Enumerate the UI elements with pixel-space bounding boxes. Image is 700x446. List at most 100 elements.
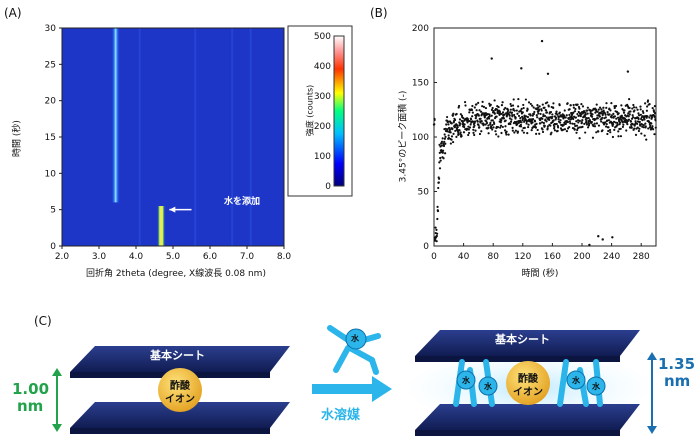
- scatter-point: [522, 103, 525, 107]
- scatter-point: [650, 122, 653, 125]
- scatter-point: [551, 113, 554, 116]
- left-gap-unit: nm: [17, 397, 44, 415]
- scatter-point: [507, 133, 510, 136]
- scatter-point: [493, 112, 496, 115]
- scatter-point: [630, 117, 634, 120]
- scatter-point: [649, 124, 652, 127]
- scatter-point: [634, 120, 637, 123]
- scatter-point: [626, 123, 629, 126]
- scatter-point: [638, 127, 641, 130]
- scatter-point: [535, 108, 539, 111]
- scatter-point: [450, 138, 453, 141]
- scatter-point: [479, 110, 483, 113]
- scatter-point: [463, 125, 466, 129]
- scatter-point: [598, 115, 601, 118]
- scatter-point: [654, 126, 657, 129]
- scatter-point: [467, 133, 470, 137]
- heatmap-xtick-label: 4.0: [129, 252, 144, 262]
- colorbar-tick-label: 500: [314, 32, 331, 42]
- heatmap-xlabel: 回折角 2theta (degree, X線波長 0.08 nm): [86, 269, 266, 279]
- scatter-point: [468, 119, 471, 123]
- scatter-point: [585, 123, 589, 126]
- scatter-point: [549, 110, 553, 114]
- scatter-point: [451, 127, 454, 130]
- scatter-point: [435, 234, 438, 238]
- heatmap-ytick-label: 30: [45, 24, 57, 34]
- scatter-point: [647, 127, 650, 130]
- scatter-outlier: [540, 39, 544, 43]
- scatter-point: [510, 104, 513, 108]
- scatter-point: [598, 106, 602, 109]
- scatter-point: [504, 125, 507, 128]
- scatter-point: [468, 126, 472, 129]
- scatter-point: [606, 111, 609, 114]
- scatter-point: [481, 105, 484, 108]
- scatter-point: [547, 105, 550, 108]
- scatter-point: [519, 117, 522, 120]
- scatter-point: [566, 120, 569, 124]
- scatter-point: [569, 104, 572, 107]
- scatter-point: [531, 121, 534, 124]
- scatter-point: [543, 106, 546, 109]
- heatmap-band: [111, 28, 120, 203]
- scatter-point: [588, 122, 591, 126]
- heatmap-band: [157, 206, 166, 246]
- scatter-point: [639, 113, 643, 116]
- scatter-point: [568, 113, 571, 116]
- scatter-point: [459, 113, 462, 116]
- scatter-point: [541, 130, 545, 134]
- scatter-point: [531, 118, 535, 121]
- scatter-point: [471, 104, 474, 108]
- scatter-point: [481, 100, 484, 103]
- scatter-point: [581, 125, 584, 128]
- scatter-point: [581, 118, 584, 122]
- scatter-point: [539, 112, 542, 116]
- scatter-point: [642, 126, 645, 129]
- scatter-point: [620, 116, 624, 119]
- water-label-3: 水: [572, 376, 580, 385]
- scatter-point: [619, 127, 622, 130]
- scatter-point: [611, 124, 614, 127]
- scatter-point: [627, 115, 630, 118]
- scatter-point: [439, 159, 442, 162]
- scatter-point: [449, 142, 452, 145]
- scatter-point: [477, 101, 480, 104]
- scatter-point: [654, 119, 657, 122]
- scatter-point: [600, 110, 604, 113]
- scatter-point: [438, 167, 442, 170]
- scatter-point: [541, 121, 544, 124]
- scatter-point: [629, 110, 632, 113]
- scatter-point: [564, 122, 567, 126]
- scatter-point: [628, 113, 631, 116]
- panel-label-c: (C): [34, 314, 52, 328]
- scatter-point: [638, 120, 641, 124]
- scatter-point: [469, 123, 472, 126]
- scatter-point: [514, 116, 517, 119]
- scatter-point: [467, 131, 471, 135]
- scatter-point: [644, 125, 647, 128]
- left-ion-label-2: イオン: [165, 394, 195, 405]
- scatter-point: [538, 105, 541, 108]
- scatter-point: [643, 134, 646, 137]
- scatter-point: [435, 228, 438, 231]
- heatmap-ytick-label: 5: [50, 206, 56, 216]
- scatter-ytick-label: 200: [412, 24, 429, 34]
- scatter-point: [498, 110, 502, 113]
- scatter-point: [572, 111, 575, 114]
- scatter-point: [574, 107, 577, 111]
- scatter-point: [488, 102, 491, 105]
- scatter-point: [526, 108, 529, 111]
- scatter-xtick-label: 200: [573, 252, 590, 262]
- scatter-point: [610, 101, 613, 105]
- scatter-point: [475, 103, 478, 106]
- scatter-point: [466, 118, 470, 121]
- scatter-point: [508, 117, 512, 120]
- scatter-point: [550, 131, 553, 134]
- scatter-point: [604, 113, 607, 116]
- scatter-point: [455, 112, 458, 116]
- scatter-point: [573, 110, 577, 113]
- scatter-point: [478, 109, 481, 112]
- scatter-point: [451, 114, 454, 117]
- scatter-point: [511, 126, 514, 129]
- scatter-point: [619, 135, 623, 138]
